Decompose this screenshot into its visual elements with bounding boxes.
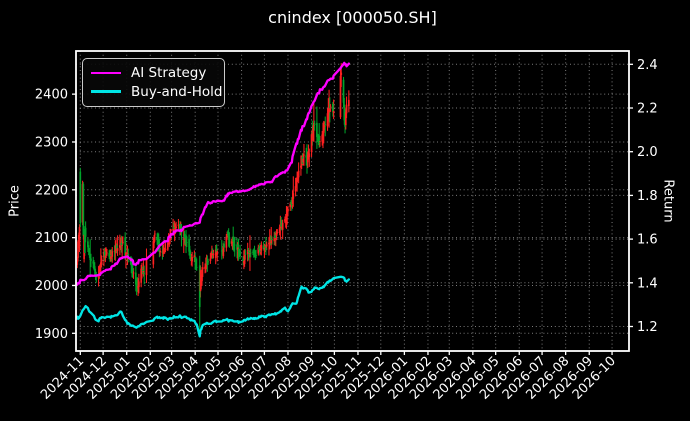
- y-axis-label-price: Price: [7, 185, 23, 217]
- ai-strategy-line: [76, 61, 351, 286]
- y-axis-label-return: Return: [660, 179, 676, 223]
- legend-label-ai-strategy: AI Strategy: [131, 65, 207, 81]
- buy-and-hold-line-swatch: [91, 90, 121, 93]
- price-tick-label: 2300: [35, 135, 68, 150]
- price-tick-label: 2400: [35, 88, 68, 103]
- return-tick-label: 2.0: [637, 145, 658, 160]
- price-tick-label: 2100: [35, 231, 68, 246]
- return-tick-label: 2.2: [637, 102, 658, 117]
- price-tick-label: 2200: [35, 183, 68, 198]
- price-tick-label: 1900: [35, 327, 68, 342]
- buy-and-hold-line: [76, 275, 351, 338]
- return-tick-label: 1.4: [637, 276, 658, 291]
- chart-title: cnindex [000050.SH]: [268, 8, 437, 27]
- legend-label-buy-and-hold: Buy-and-Hold: [131, 83, 223, 100]
- return-tick-label: 1.8: [637, 189, 658, 204]
- legend: AI Strategy Buy-and-Hold: [82, 58, 225, 107]
- plot-border: [75, 50, 630, 352]
- return-tick-label: 1.6: [637, 233, 658, 248]
- legend-item-ai-strategy: AI Strategy: [91, 65, 215, 82]
- return-tick-label: 1.2: [637, 320, 658, 335]
- legend-item-buy-and-hold: Buy-and-Hold: [91, 83, 222, 100]
- price-tick-label: 2000: [35, 279, 68, 294]
- ai-strategy-line-swatch: [91, 71, 121, 75]
- return-tick-label: 2.4: [637, 58, 658, 73]
